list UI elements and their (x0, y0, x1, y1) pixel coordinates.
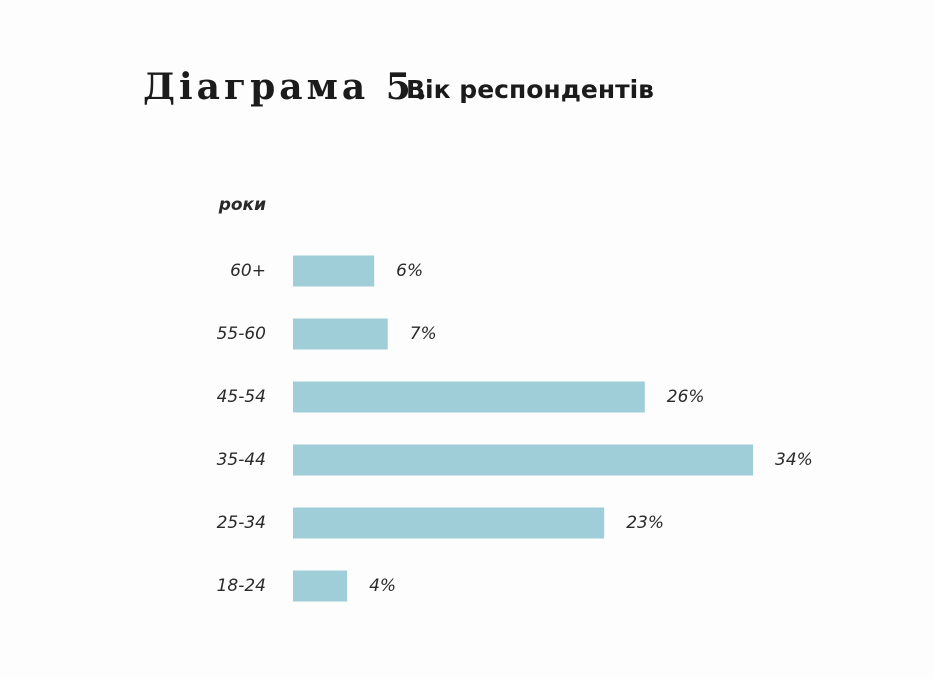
value-label: 4% (369, 576, 396, 596)
bar (293, 318, 388, 350)
chart-title: Діаграма 5. (143, 66, 431, 108)
value-label: 23% (626, 513, 664, 533)
chart-subtitle: Вік респондентів (406, 75, 654, 104)
category-label: 25-34 (217, 513, 266, 533)
bar (293, 381, 645, 413)
category-label: 35-44 (217, 450, 266, 470)
value-label: 26% (667, 387, 705, 407)
bar (293, 444, 754, 476)
bar (293, 570, 348, 602)
value-label: 6% (396, 261, 423, 281)
y-axis-label: роки (218, 195, 266, 215)
category-label: 45-54 (217, 387, 266, 407)
bar (293, 507, 605, 539)
bar (293, 255, 375, 287)
category-label: 55-60 (217, 324, 266, 344)
category-label: 18-24 (217, 576, 266, 596)
value-label: 7% (410, 324, 437, 344)
category-label: 60+ (230, 261, 266, 281)
value-label: 34% (775, 450, 813, 470)
